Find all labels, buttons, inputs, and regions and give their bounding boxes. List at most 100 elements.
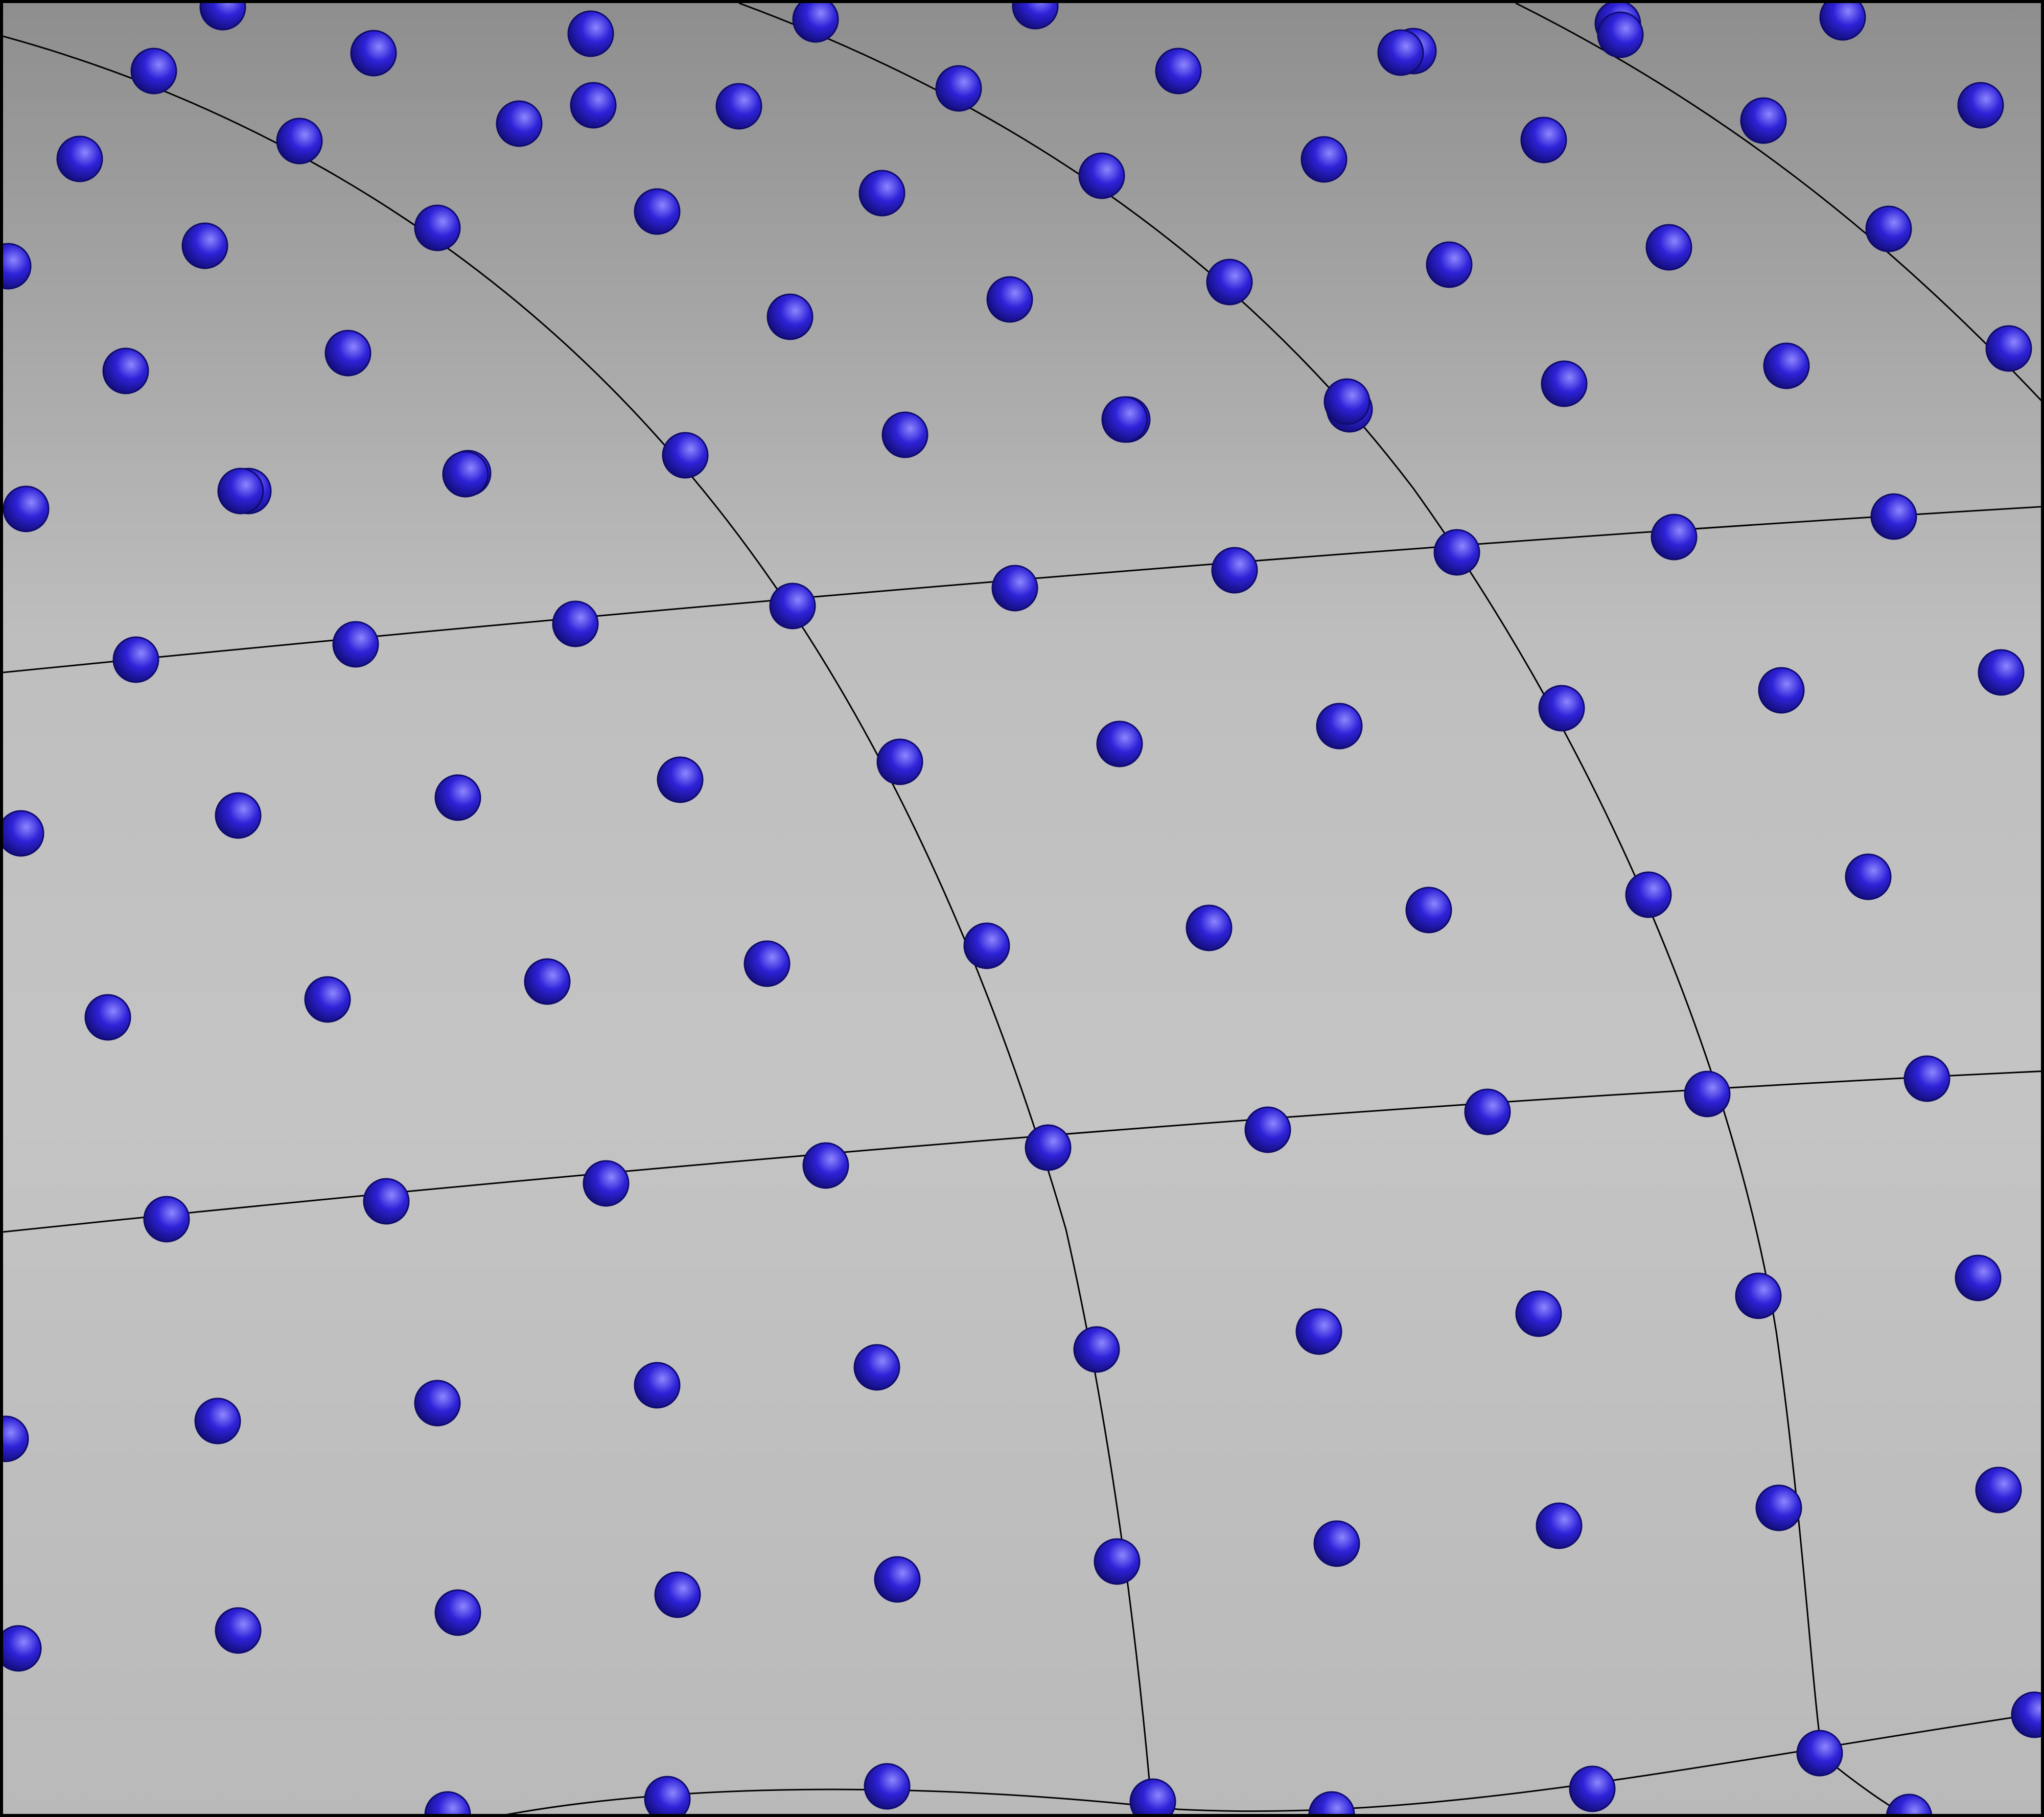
- blue-dot: [350, 30, 397, 77]
- surface-background: [3, 3, 2041, 1814]
- blue-dot: [1625, 871, 1672, 918]
- blue-dot: [853, 1344, 900, 1391]
- blue-dot: [112, 636, 159, 683]
- blue-dot: [3, 810, 44, 857]
- blue-dot: [1978, 649, 2025, 696]
- blue-dot: [324, 330, 371, 377]
- blue-dot: [881, 411, 928, 458]
- blue-dot: [1975, 1466, 2022, 1513]
- blue-dot: [1129, 1778, 1176, 1814]
- blue-dot: [1845, 853, 1892, 900]
- blue-dot: [524, 958, 571, 1005]
- blue-dot: [414, 1380, 461, 1427]
- blue-dot: [1735, 1272, 1782, 1319]
- blue-dot: [3, 485, 50, 532]
- blue-dot: [1012, 3, 1059, 30]
- blue-dot: [1740, 97, 1787, 144]
- blue-dot: [1096, 720, 1143, 767]
- blue-dot: [496, 100, 543, 147]
- blue-dot: [1094, 1538, 1141, 1585]
- blue-dot: [2011, 1691, 2041, 1738]
- curved-surface-with-blue-dots: [3, 3, 2041, 1814]
- mesh-curve-1: [3, 35, 1153, 1814]
- blue-dot: [1541, 360, 1588, 407]
- blue-dot: [1651, 514, 1698, 561]
- blue-dot: [1244, 1106, 1291, 1153]
- blue-dot: [1903, 1055, 1950, 1102]
- blue-dot: [102, 347, 149, 394]
- blue-dot: [3, 1415, 29, 1462]
- blue-dot: [991, 565, 1038, 612]
- blue-dot: [864, 1763, 911, 1810]
- blue-dot: [1763, 342, 1810, 389]
- blue-dot: [414, 204, 461, 251]
- blue-dot: [1313, 1520, 1360, 1567]
- blue-dot: [1645, 224, 1692, 271]
- blue-dot: [194, 1397, 241, 1445]
- blue-dot: [662, 432, 709, 479]
- blue-dot: [1101, 396, 1148, 443]
- blue-dot: [1758, 667, 1805, 714]
- blue-dot: [130, 48, 177, 95]
- blue-dot: [143, 1196, 190, 1243]
- blue-dot: [570, 82, 617, 129]
- blue-dot: [332, 621, 379, 668]
- blue-dot: [1078, 152, 1125, 199]
- blue-dot: [1819, 3, 1866, 41]
- blue-dot: [657, 756, 704, 803]
- blue-dot: [986, 276, 1033, 323]
- blue-dot: [1796, 1730, 1843, 1777]
- blue-dot: [3, 243, 32, 290]
- blue-dot: [963, 922, 1010, 969]
- blue-dot: [654, 1571, 701, 1618]
- blue-dot: [363, 1178, 410, 1225]
- blue-dot: [634, 188, 681, 235]
- blue-dot: [1515, 1290, 1562, 1337]
- blue-dot: [1755, 1484, 1802, 1531]
- blue-dot: [567, 10, 614, 57]
- blue-dot: [802, 1142, 849, 1189]
- blue-dot: [876, 738, 923, 785]
- blue-dot: [424, 1791, 471, 1814]
- blue-dot: [634, 1362, 681, 1409]
- blue-dot: [769, 583, 816, 630]
- blue-dot: [1211, 547, 1258, 594]
- blue-dot: [1025, 1124, 1072, 1171]
- blue-dot: [1870, 493, 1917, 540]
- blue-dot: [181, 222, 228, 269]
- blue-dot: [199, 3, 246, 31]
- blue-dot: [1186, 904, 1233, 951]
- blue-dot: [792, 3, 839, 43]
- blue-dot: [1426, 241, 1473, 288]
- blue-dot: [1865, 205, 1912, 252]
- blue-dot: [1377, 29, 1424, 76]
- blue-dot: [1323, 378, 1371, 425]
- blue-dot: [442, 451, 489, 498]
- blue-dot: [874, 1556, 921, 1603]
- blue-dot: [1985, 325, 2032, 372]
- blue-dot: [715, 83, 762, 130]
- blue-dot: [215, 1607, 262, 1654]
- blue-dot: [1569, 1765, 1616, 1812]
- blue-dot: [644, 1776, 691, 1814]
- blue-dot: [552, 600, 599, 647]
- blue-dot: [1957, 82, 2004, 129]
- blue-dot: [276, 118, 323, 165]
- blue-dot: [1073, 1326, 1120, 1373]
- blue-dot: [766, 293, 814, 340]
- blue-dot: [1316, 703, 1363, 750]
- blue-dot: [434, 774, 481, 821]
- blue-dot: [1433, 529, 1480, 576]
- blue-dot: [304, 976, 351, 1023]
- blue-dot: [1597, 11, 1644, 58]
- blue-dot: [744, 940, 791, 987]
- blue-dot: [1684, 1070, 1731, 1117]
- blue-dot: [935, 65, 982, 112]
- blue-dot: [215, 792, 262, 839]
- blue-dot-grid: [3, 3, 2041, 1814]
- blue-dot: [583, 1160, 630, 1207]
- blue-dot: [1955, 1254, 2002, 1301]
- blue-dot: [1300, 136, 1348, 183]
- blue-dot: [217, 468, 264, 515]
